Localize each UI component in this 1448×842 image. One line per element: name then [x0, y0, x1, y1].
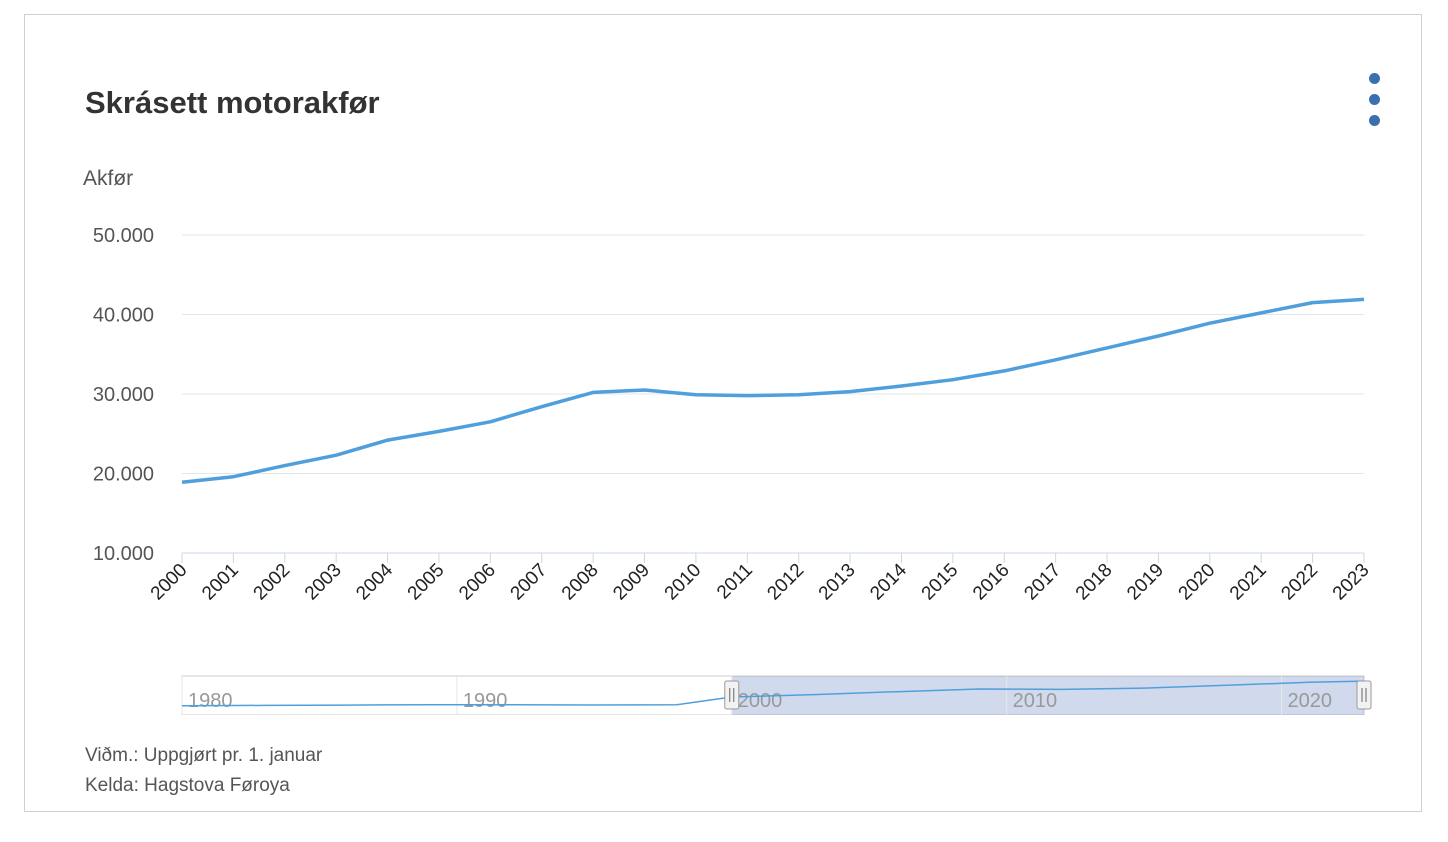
navigator-tick-label: 2020 [1288, 690, 1333, 712]
x-tick-label: 2009 [609, 560, 654, 605]
x-tick-label: 2016 [969, 560, 1014, 605]
menu-dot [1369, 115, 1380, 126]
range-navigator[interactable]: 1980 1990 2000 2010 2020 [181, 675, 1372, 715]
chart-card: Skrásett motorakfør Akfør 10.000 20.000 30… [24, 14, 1422, 812]
navigator-selection [731, 676, 1364, 715]
x-tick-label: 2005 [404, 560, 449, 605]
navigator-tick-label: 1990 [463, 690, 508, 712]
x-axis: 2000 2001 2002 2003 2004 2005 2006 2007 2008 2009… [147, 552, 1374, 605]
x-tick-label: 2018 [1072, 560, 1117, 605]
y-tick-label: 10.000 [93, 543, 154, 565]
x-tick-label: 2017 [1020, 560, 1065, 605]
series-line [181, 297, 1365, 484]
gridlines [182, 234, 1364, 474]
line-chart: Akfør 10.000 20.000 30.000 40.000 50.000 200… [83, 167, 1374, 715]
y-tick-label: 40.000 [93, 305, 154, 327]
navigator-tick-label: 2000 [738, 690, 783, 712]
remark-note: Viðm.: Uppgjørt pr. 1. januar [85, 745, 323, 766]
y-axis-label: Akfør [83, 167, 133, 190]
navigator-tick-label: 2010 [1013, 690, 1057, 712]
series-group [181, 297, 1365, 484]
navigator-handle-left[interactable] [724, 680, 740, 710]
x-tick-label: 2007 [507, 560, 552, 605]
x-tick-label: 2021 [1226, 560, 1271, 605]
x-tick-label: 2011 [713, 560, 757, 604]
y-axis-ticks: 10.000 20.000 30.000 40.000 50.000 [93, 225, 154, 565]
x-tick-label: 2001 [198, 560, 243, 605]
x-tick-label: 2008 [558, 560, 603, 605]
menu-dot [1369, 73, 1380, 84]
y-tick-label: 30.000 [93, 384, 154, 406]
x-tick-label: 2019 [1123, 560, 1168, 605]
x-tick-label: 2014 [866, 559, 911, 604]
y-tick-label: 20.000 [93, 464, 154, 486]
x-tick-label: 2004 [352, 559, 397, 604]
navigator-handle-right[interactable] [1356, 680, 1372, 710]
x-tick-label: 2023 [1329, 560, 1374, 605]
x-tick-label: 2015 [918, 560, 963, 605]
menu-dot [1369, 94, 1380, 105]
x-tick-label: 2022 [1277, 560, 1322, 605]
navigator-series-line [181, 680, 1365, 707]
x-tick-label: 2003 [301, 560, 346, 605]
navigator-tick-label: 1980 [188, 690, 233, 712]
x-tick-label: 2020 [1175, 560, 1220, 605]
y-tick-label: 50.000 [93, 225, 154, 247]
x-tick-label: 2012 [763, 560, 808, 605]
x-tick-label: 2006 [455, 560, 500, 605]
x-tick-label: 2010 [661, 560, 706, 605]
x-tick-label: 2002 [250, 560, 295, 605]
source-note: Kelda: Hagstova Føroya [85, 775, 290, 796]
more-vertical-icon[interactable] [1361, 71, 1389, 127]
x-tick-label: 2013 [815, 560, 860, 605]
chart-title: Skrásett motorakfør [85, 85, 380, 120]
x-tick-label: 2000 [147, 560, 192, 605]
